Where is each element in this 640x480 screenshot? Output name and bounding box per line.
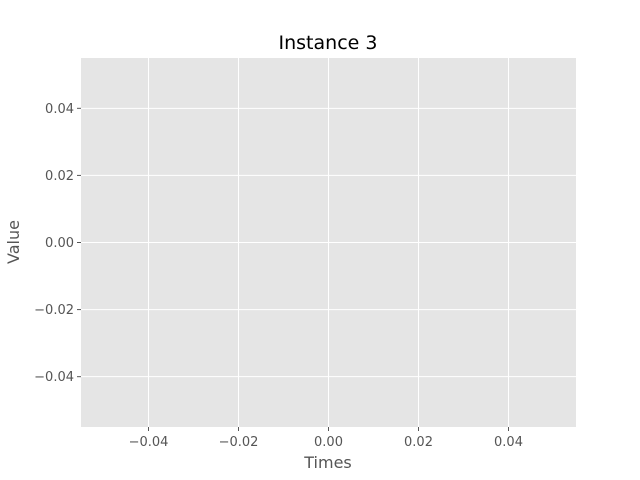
y-axis-ticks: −0.04 −0.02 0.00 0.02 0.04 [34, 102, 81, 385]
y-axis-label: Value [4, 220, 23, 264]
x-tick-label: 0.02 [404, 435, 433, 450]
chart-title: Instance 3 [279, 32, 378, 54]
y-tick-label: −0.02 [34, 303, 74, 318]
y-tick-label: 0.00 [45, 236, 74, 251]
x-tick-label: 0.00 [314, 435, 343, 450]
x-axis-ticks: −0.04 −0.02 0.00 0.02 0.04 [129, 427, 523, 450]
x-tick-label: −0.04 [129, 435, 169, 450]
y-tick-label: 0.04 [45, 102, 74, 117]
x-axis-label: Times [303, 453, 352, 472]
y-tick-label: 0.02 [45, 169, 74, 184]
x-tick-label: 0.04 [494, 435, 523, 450]
y-tick-label: −0.04 [34, 370, 74, 385]
x-tick-label: −0.02 [219, 435, 259, 450]
y-gridlines [81, 107, 576, 378]
